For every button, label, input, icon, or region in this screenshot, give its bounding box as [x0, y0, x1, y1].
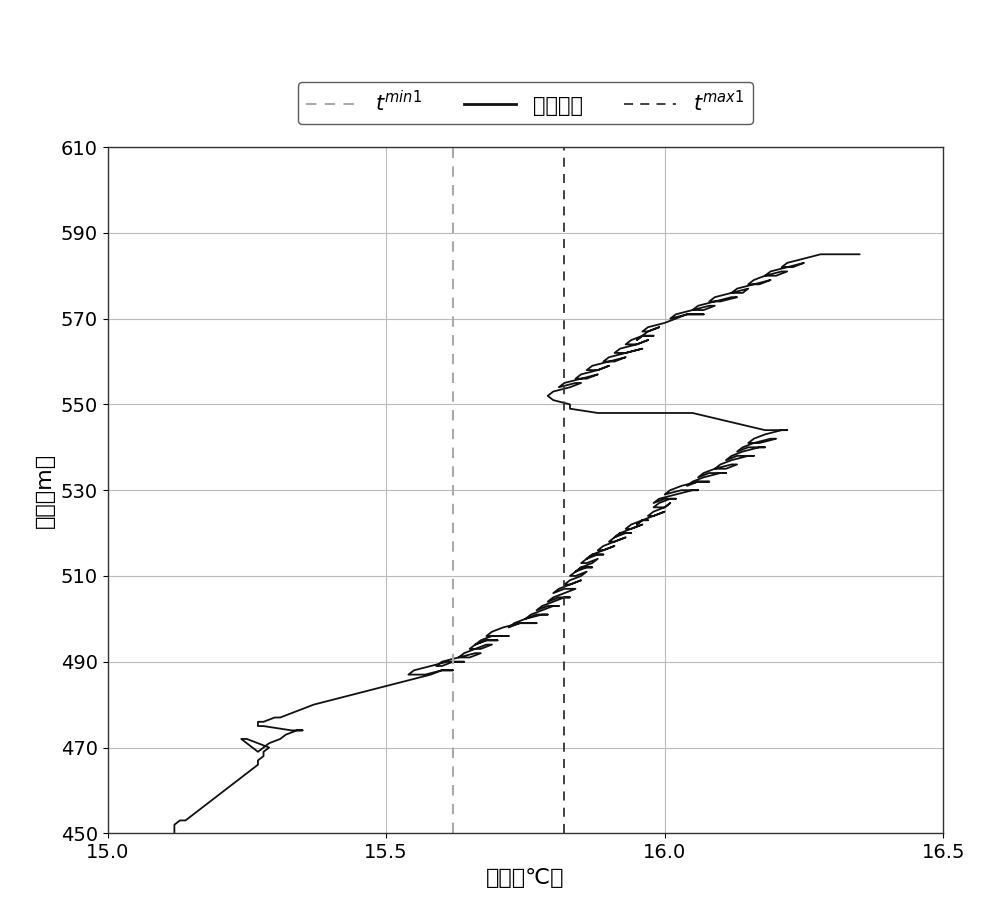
- X-axis label: 水温（℃）: 水温（℃）: [486, 868, 565, 888]
- Y-axis label: 高程（m）: 高程（m）: [35, 452, 55, 528]
- Legend: $t^{min1}$, 实测数据, $t^{max1}$: $t^{min1}$, 实测数据, $t^{max1}$: [298, 82, 753, 123]
